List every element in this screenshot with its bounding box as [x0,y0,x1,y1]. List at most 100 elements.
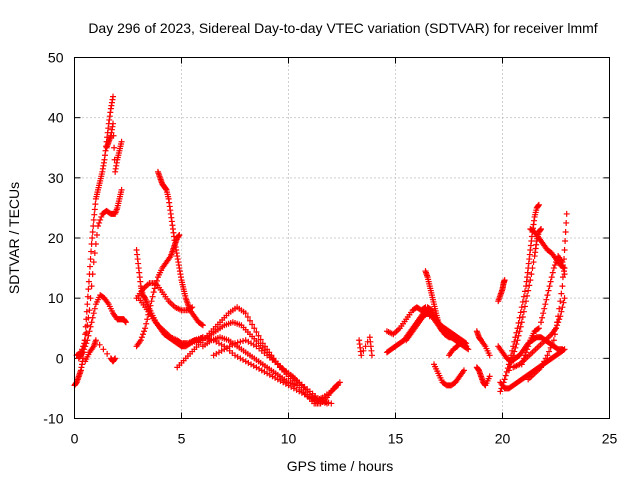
data-point [84,322,91,329]
data-point [561,295,568,302]
data-point [562,228,569,235]
data-point [512,344,519,351]
data-point [368,352,375,359]
data-point [255,332,262,339]
data-point [534,326,541,333]
data-point [328,400,335,407]
data-point [80,349,87,356]
data-point [558,308,565,315]
data-point [560,299,567,306]
x-tick-label: 5 [178,431,186,447]
data-point [139,331,146,338]
x-tick-label: 15 [388,431,404,447]
series-arc-g [154,168,206,329]
data-point [96,219,103,226]
data-point [563,210,570,217]
series-arc-w [473,328,493,359]
data-point [189,304,196,311]
data-point [237,338,244,345]
data-point [87,256,94,263]
data-point [188,304,195,311]
data-point [526,340,533,347]
data-point [499,382,506,389]
data-point [556,305,563,312]
series-arc-n [210,337,335,407]
data-point [523,349,530,356]
data-point [177,339,184,346]
data-point [176,231,183,238]
data-point [501,277,508,284]
data-point [562,238,569,245]
data-point [110,132,117,139]
data-point [122,319,129,326]
data-point [98,213,105,220]
data-point [510,352,517,359]
data-point [558,290,565,297]
data-point [526,282,533,289]
data-point [465,346,472,353]
data-point [518,304,525,311]
data-point [144,316,151,323]
data-point [508,359,515,366]
data-point [91,305,98,312]
data-point [104,350,111,357]
data-point [246,317,253,324]
data-point [251,325,258,332]
data-point [294,382,301,389]
y-tick-label: 10 [48,290,64,306]
series-arc-k [174,304,343,407]
data-point [527,277,534,284]
data-point [150,289,157,296]
x-tick-label: 25 [602,431,618,447]
data-point [520,308,527,315]
data-point [521,288,528,295]
data-point [528,271,535,278]
data-point [199,322,206,329]
x-tick-label: 20 [495,431,511,447]
data-point [90,216,97,223]
data-point [95,222,102,229]
data-point [539,314,546,321]
data-point [81,346,88,353]
y-axis-label: SDTVAR / TECUs [6,182,22,294]
data-point [561,346,568,353]
data-point [141,328,148,335]
data-point [547,344,554,351]
data-point [149,293,156,300]
data-point [561,271,568,278]
data-point [529,265,536,272]
y-tick-label: -10 [43,411,63,427]
data-point [535,325,542,332]
data-point [92,337,99,344]
data-point [83,340,90,347]
data-point [244,313,251,320]
data-point [559,274,566,281]
data-point [97,216,104,223]
data-point [545,287,552,294]
data-point [84,301,91,308]
data-point [516,314,523,321]
data-point [111,144,118,151]
data-point [520,293,527,300]
data-point [320,398,327,405]
data-point [551,262,558,269]
x-tick-label: 0 [71,431,79,447]
data-point [82,343,89,350]
data-point [253,329,260,336]
data-point [240,338,247,345]
data-point [514,337,521,344]
data-point [542,301,549,308]
data-point [498,385,505,392]
data-point [427,306,434,313]
data-point [486,373,493,380]
data-point [519,313,526,320]
data-point [555,313,562,320]
chart-title: Day 296 of 2023, Sidereal Day-to-day VTE… [88,20,597,36]
data-point [137,337,144,344]
data-point [460,367,467,374]
y-tick-label: 20 [48,230,64,246]
data-point [541,305,548,312]
data-point [538,364,545,371]
data-point [87,263,94,270]
data-point [524,292,531,299]
